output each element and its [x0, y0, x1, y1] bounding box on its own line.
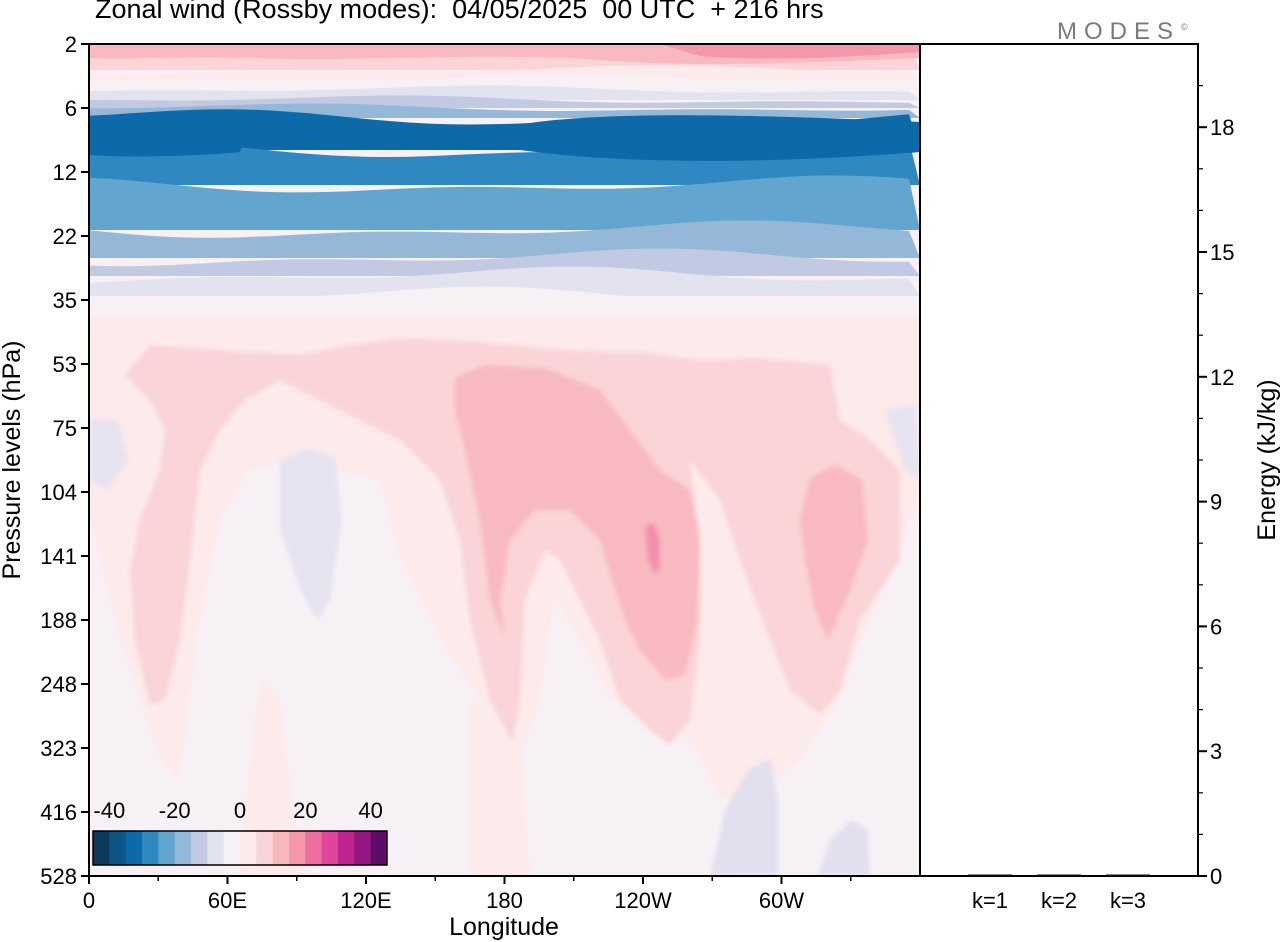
y-axis-label: Pressure levels (hPa)	[0, 341, 26, 580]
colorbar-swatch	[354, 831, 372, 865]
y-tick-label: 188	[40, 608, 77, 633]
zonal-wind-contour-map	[89, 44, 920, 876]
y-tick-label: 248	[40, 672, 77, 697]
contour-light-pink-low	[240, 680, 300, 876]
energy-axis: 0 3 6 9 12 15 18	[1198, 84, 1234, 889]
colorbar-swatch	[174, 831, 192, 865]
contour-hotpink-core	[645, 522, 660, 574]
contour-lilac-4	[885, 405, 920, 480]
x-tick-label: 120E	[340, 888, 391, 913]
stratosphere-band	[89, 75, 920, 90]
contour-rose-2	[800, 465, 868, 640]
stratosphere-band	[89, 220, 920, 258]
colorbar-swatch	[256, 831, 274, 865]
colorbar-frame	[92, 830, 388, 866]
colorbar-swatch	[321, 831, 339, 865]
colorbar-tick-label: 0	[234, 798, 246, 823]
y-tick-label: 53	[53, 352, 77, 377]
colorbar-swatch	[370, 831, 388, 865]
y-tick-label: 2	[65, 32, 77, 57]
contour-lilac-5	[710, 758, 778, 876]
contour-lilac-6	[818, 820, 870, 876]
colorbar-swatch	[125, 831, 143, 865]
brand-copyright: ©	[1181, 22, 1188, 32]
stratosphere-band	[89, 248, 920, 276]
colorbar-swatch	[223, 831, 241, 865]
contour-lilac-1	[280, 448, 342, 620]
energy-bar	[1037, 874, 1081, 876]
y-tick-label: 104	[40, 480, 77, 505]
x-axis-label: Longitude	[449, 913, 559, 941]
colorbar-swatch	[272, 831, 290, 865]
energy-tick-label: 18	[1210, 115, 1234, 140]
energy-tick-label: 0	[1210, 864, 1222, 889]
contour-rose-1	[455, 365, 700, 680]
stratosphere-band	[89, 266, 920, 296]
wavenumber-label: k=2	[1041, 888, 1077, 913]
energy-bar	[1106, 874, 1150, 876]
contour-lilac-3	[89, 420, 128, 490]
pressure-axis: 2 6 12 22 35 53 75 104 141 188 248 323 416 528	[40, 32, 89, 889]
band-upper-westerly-max	[660, 44, 920, 59]
y-tick-label: 416	[40, 800, 77, 825]
energy-tick-label: 15	[1210, 240, 1234, 265]
easterly-jet-core-east	[495, 115, 920, 161]
y-tick-label: 75	[53, 416, 77, 441]
y-tick-label: 12	[53, 160, 77, 185]
wavenumber-label: k=1	[972, 888, 1008, 913]
energy-tick-label: 12	[1210, 365, 1234, 390]
colorbar-swatch	[191, 831, 208, 865]
energy-bars	[968, 874, 1150, 876]
stratosphere-band	[89, 65, 920, 80]
colorbar-tick-label: 40	[358, 798, 382, 823]
troposphere-contours	[89, 316, 920, 876]
energy-bar	[968, 874, 1012, 876]
energy-tick-label: 6	[1210, 614, 1222, 639]
energy-tick-label: 9	[1210, 490, 1222, 515]
x-tick-label: 60W	[759, 888, 804, 913]
x-tick-label: 180	[486, 888, 523, 913]
contour-pink-1	[125, 338, 900, 745]
colorbar-swatch	[93, 831, 110, 865]
energy-tick-label: 3	[1210, 739, 1222, 764]
colorbar-swatch	[289, 831, 306, 865]
wavenumber-axis: k=1 k=2 k=3	[972, 888, 1146, 913]
colorbar-swatch	[158, 831, 176, 865]
y-tick-label: 35	[53, 288, 77, 313]
colorbar-swatch	[240, 831, 257, 865]
colorbar: -40 -20 0 20 40	[92, 798, 388, 866]
colorbar-tick-label: -40	[93, 798, 125, 823]
colorbar-tick-label: 20	[293, 798, 317, 823]
y-tick-label: 323	[40, 736, 77, 761]
stratosphere-band	[89, 175, 920, 230]
longitude-axis: 0 60E 120E 180 120W 60W	[83, 876, 852, 913]
stratosphere-bands	[89, 44, 920, 316]
colorbar-swatch	[305, 831, 323, 865]
energy-panel-frame	[919, 43, 1199, 877]
wavenumber-label: k=3	[1110, 888, 1146, 913]
colorbar-swatch	[109, 831, 127, 865]
stratosphere-band	[89, 85, 920, 100]
colorbar-swatch	[338, 831, 355, 865]
y-tick-label: 6	[65, 96, 77, 121]
x-tick-label: 0	[83, 888, 95, 913]
brand-logo: MODES	[1057, 18, 1181, 45]
x-tick-label: 60E	[208, 888, 247, 913]
stratosphere-band	[89, 140, 920, 185]
y-tick-label: 528	[40, 864, 77, 889]
stratosphere-band	[89, 286, 920, 316]
colorbar-tick-label: -20	[159, 798, 191, 823]
y-tick-label: 141	[40, 544, 77, 569]
colorbar-swatch	[207, 831, 225, 865]
easterly-jet-core-west	[89, 119, 250, 157]
chart-title: Zonal wind (Rossby modes): 04/05/2025 00…	[95, 0, 824, 24]
y-tick-label: 22	[53, 224, 77, 249]
colorbar-swatch	[142, 831, 159, 865]
contour-light-pink-low2	[470, 700, 530, 876]
energy-axis-label: Energy (kJ/kg)	[1253, 379, 1280, 540]
x-tick-label: 120W	[614, 888, 672, 913]
